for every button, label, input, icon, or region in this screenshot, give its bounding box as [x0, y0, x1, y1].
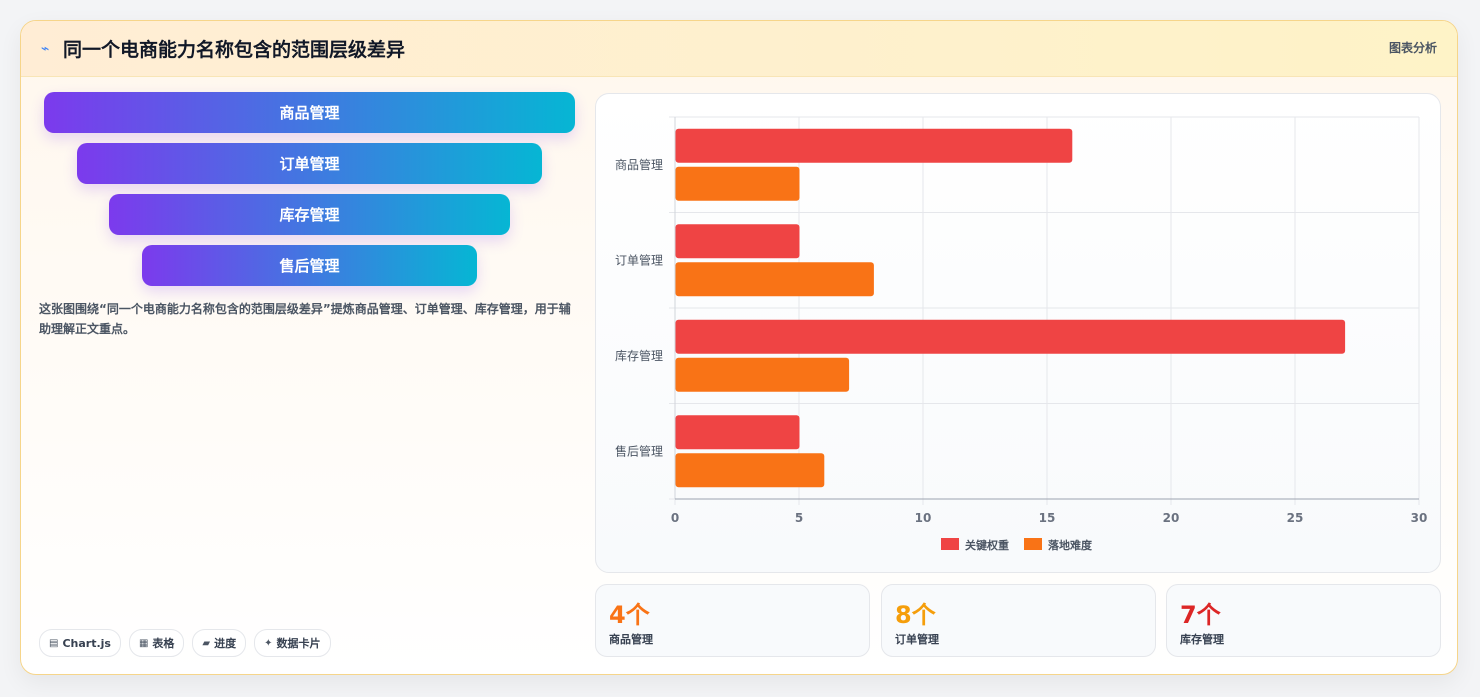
y-tick-label: 售后管理 [615, 443, 663, 458]
tag-chartjs[interactable]: ▤ Chart.js [39, 629, 121, 657]
bar-weight [675, 128, 1073, 163]
funnel-level-2: 订单管理 [77, 143, 542, 184]
funnel-level-1: 商品管理 [44, 92, 575, 133]
legend-label: 落地难度 [1048, 538, 1093, 552]
x-tick-label: 30 [1411, 511, 1428, 525]
x-tick-label: 25 [1287, 511, 1304, 525]
chart-description: 这张图围绕“同一个电商能力名称包含的范围层级差异”提炼商品管理、订单管理、库存管… [39, 302, 571, 336]
tag-label: 进度 [214, 637, 237, 650]
stat-card-product: 4个 商品管理 [595, 584, 870, 657]
x-tick-label: 5 [795, 511, 803, 525]
chart-icon: ▤ [49, 637, 59, 649]
funnel-level-3: 库存管理 [109, 194, 510, 235]
legend-swatch [1024, 538, 1042, 550]
bar-difficulty [675, 453, 825, 488]
stat-label: 库存管理 [1180, 633, 1224, 646]
legend-swatch [941, 538, 959, 550]
tag-label: 表格 [152, 637, 175, 650]
progress-icon: ▰ [202, 637, 211, 649]
chart-card: ⌁ 同一个电商能力名称包含的范围层级差异 图表分析 商品管理 订单管理 库存管理… [20, 20, 1458, 675]
bar-chart: 商品管理订单管理库存管理售后管理 0 5 10 15 20 25 30 关键权重 落地难度 [595, 93, 1441, 573]
funnel-level-4: 售后管理 [142, 245, 477, 286]
legend-label: 关键权重 [965, 538, 1009, 552]
tag-table[interactable]: ▦ 表格 [128, 629, 185, 657]
stat-card-inventory: 7个 库存管理 [1166, 584, 1441, 657]
pulse-icon: ⌁ [41, 41, 50, 57]
x-tick-label: 15 [1039, 511, 1056, 525]
tag-label: 数据卡片 [276, 637, 321, 650]
bar-difficulty [675, 357, 850, 392]
card-header: ⌁ 同一个电商能力名称包含的范围层级差异 图表分析 [21, 21, 1457, 77]
tag-list: ▤ Chart.js ▦ 表格 ▰ 进度 ✦ 数据卡片 [39, 629, 331, 657]
stat-label: 商品管理 [609, 633, 653, 646]
stat-value: 4个 [609, 601, 650, 629]
stat-value: 7个 [1180, 601, 1221, 629]
stat-value: 8个 [895, 601, 936, 629]
y-tick-label: 订单管理 [615, 252, 663, 267]
bar-difficulty [675, 262, 874, 297]
x-tick-label: 10 [915, 511, 932, 525]
x-tick-label: 20 [1163, 511, 1180, 525]
bar-weight [675, 224, 800, 259]
y-tick-label: 商品管理 [615, 157, 663, 172]
bar-weight [675, 319, 1346, 354]
tag-progress[interactable]: ▰ 进度 [192, 629, 247, 657]
bar-difficulty [675, 166, 800, 201]
tag-label: Chart.js [62, 636, 111, 650]
chart-analysis-button[interactable]: 图表分析 [1388, 41, 1437, 55]
bar-weight [675, 415, 800, 450]
table-icon: ▦ [138, 637, 149, 649]
stat-card-order: 8个 订单管理 [881, 584, 1156, 657]
x-tick-label: 0 [671, 511, 679, 525]
y-tick-label: 库存管理 [615, 348, 663, 363]
stat-label: 订单管理 [895, 633, 939, 646]
page-title: 同一个电商能力名称包含的范围层级差异 [63, 39, 406, 61]
tag-data-card[interactable]: ✦ 数据卡片 [254, 629, 331, 657]
sparkle-icon: ✦ [264, 637, 273, 649]
